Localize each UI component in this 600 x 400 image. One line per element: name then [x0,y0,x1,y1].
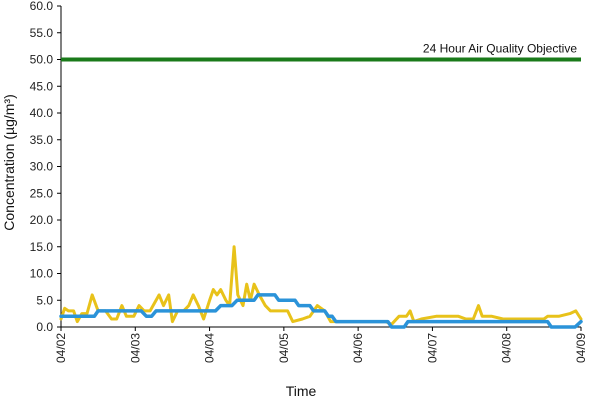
y-tick-label: 35.0 [30,133,54,147]
y-tick-label: 50.0 [30,53,54,67]
y-tick-label: 25.0 [30,186,54,200]
x-axis-ticks: 04/02 04/03 04/04 04/05 04/06 04/07 04/08 04/09 [54,327,588,363]
x-tick-label: 04/07 [425,333,439,363]
y-tick-label: 0.0 [36,320,53,334]
series-line-2 [59,293,583,329]
y-tick-label: 30.0 [30,160,54,174]
x-tick-label: 04/06 [351,333,365,363]
x-tick-label: 04/09 [574,333,588,363]
y-tick-label: 5.0 [36,293,53,307]
x-tick-label: 04/02 [54,333,68,363]
y-tick-label: 60.0 [30,0,54,13]
x-tick-label: 04/03 [128,333,142,363]
y-axis-ticks: 0.0 5.0 10.0 15.0 20.0 25.0 30.0 35.0 40.0 45.0 50… [30,0,61,334]
y-tick-label: 10.0 [30,267,54,281]
x-tick-label: 04/08 [500,333,514,363]
y-axis-title: Concentration (µg/m³) [1,94,17,230]
x-tick-label: 04/05 [277,333,291,363]
y-tick-label: 40.0 [30,106,54,120]
x-tick-label: 04/04 [203,333,217,363]
series-layer: 24 Hour Air Quality Objective [59,42,583,329]
series-line-1 [59,245,583,326]
y-tick-label: 15.0 [30,240,54,254]
reference-line-label: 24 Hour Air Quality Objective [423,42,577,56]
y-tick-label: 45.0 [30,79,54,93]
y-tick-label: 20.0 [30,213,54,227]
x-axis-title: Time [286,383,317,399]
y-tick-label: 55.0 [30,26,54,40]
